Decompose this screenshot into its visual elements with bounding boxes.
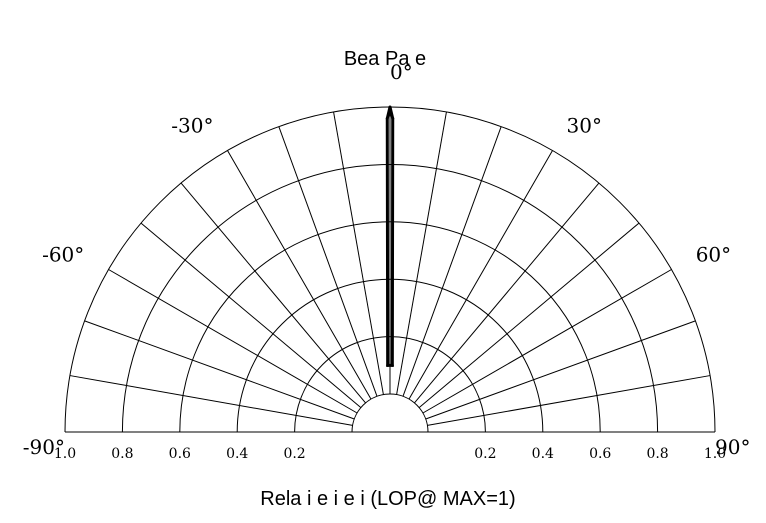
grid-spoke <box>414 182 600 404</box>
label-layer: -90°-60°-30°0°30°60°90°1.0 0.8 0.6 0.4 0.2 0.… <box>23 60 751 462</box>
angle-tick-label: 90° <box>715 435 750 459</box>
series-layer <box>385 105 395 367</box>
radial-tick-label-left: 0.4 <box>226 446 248 462</box>
grid-spoke <box>84 320 355 420</box>
series-point <box>385 116 389 120</box>
grid-spoke <box>69 375 353 426</box>
radial-tick-label-right: 1.0 <box>704 446 726 462</box>
radial-tick-label-right: 0.2 <box>474 446 496 462</box>
grid-spoke <box>402 126 502 397</box>
grid-spoke <box>425 320 696 420</box>
grid-spoke <box>180 182 366 404</box>
radial-tick-label-right: 0.8 <box>646 446 668 462</box>
grid-spoke <box>427 375 711 426</box>
radial-tick-label-left: 0.6 <box>169 446 191 462</box>
grid-spoke <box>227 150 372 400</box>
series-point <box>390 363 394 367</box>
polar-grid <box>64 106 716 433</box>
grid-spoke <box>140 222 362 408</box>
series-point <box>386 363 390 367</box>
angle-tick-label: 30° <box>567 113 602 137</box>
grid-spoke <box>418 222 640 408</box>
chart-title: Bea Pa e <box>344 48 426 70</box>
grid-spoke <box>278 126 378 397</box>
radial-tick-label-left: 0.2 <box>283 446 305 462</box>
radial-tick-label-right: 0.6 <box>589 446 611 462</box>
radial-tick-label-left: 1.0 <box>54 446 76 462</box>
radial-tick-label-right: 0.4 <box>532 446 554 462</box>
grid-spoke <box>396 111 447 395</box>
grid-spoke <box>108 269 358 414</box>
grid-spoke <box>333 111 384 395</box>
angle-tick-label: 60° <box>696 243 731 267</box>
radial-tick-label-left: 0.8 <box>111 446 133 462</box>
angle-tick-label: -60° <box>42 243 84 267</box>
angle-tick-label: 0° <box>390 60 413 84</box>
grid-spoke <box>422 269 672 414</box>
grid-spoke <box>408 150 553 400</box>
angle-tick-label: -30° <box>171 113 213 137</box>
series-point <box>388 105 392 109</box>
angle-tick-label: -90° <box>23 435 65 459</box>
x-axis-label: Rela i e i e i (LOP@ MAX=1) <box>260 488 515 510</box>
series-point <box>391 116 395 120</box>
